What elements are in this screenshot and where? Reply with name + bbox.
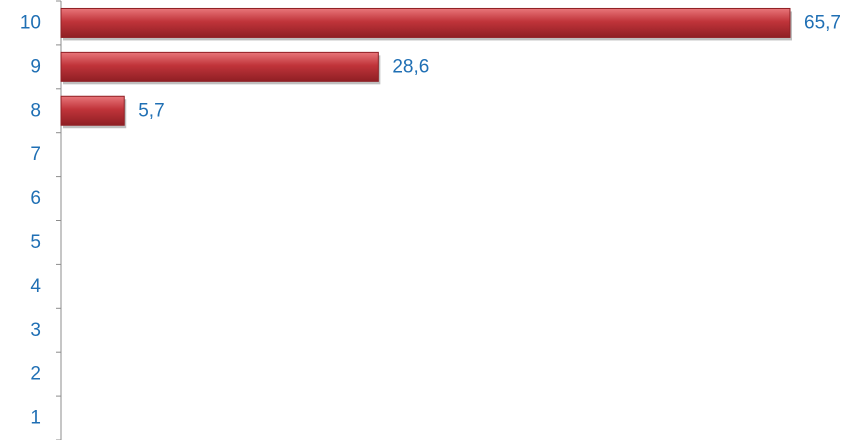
- bar-value-label: 5,7: [138, 100, 164, 121]
- bars: [60, 7, 792, 129]
- y-tick-label: 9: [30, 56, 41, 77]
- y-tick-label: 5: [30, 232, 41, 253]
- y-axis: [56, 0, 62, 440]
- y-tick-label: 4: [30, 276, 41, 297]
- bar-9: [60, 51, 379, 82]
- y-tick-label: 7: [30, 144, 41, 165]
- y-tick-label: 1: [30, 408, 41, 429]
- y-tick-label: 3: [30, 320, 41, 341]
- labels: 10 65,7 9 28,6 8 5,7 7 6 5 4 3 2 1: [20, 12, 841, 428]
- bar-8: [60, 95, 125, 126]
- y-tick-label: 8: [30, 100, 41, 121]
- y-tick-label: 2: [30, 364, 41, 385]
- bar-value-label: 65,7: [804, 12, 841, 33]
- y-tick-label: 6: [30, 188, 41, 209]
- y-tick-label: 10: [20, 12, 41, 33]
- bar-10: [60, 7, 791, 38]
- bar-value-label: 28,6: [392, 56, 429, 77]
